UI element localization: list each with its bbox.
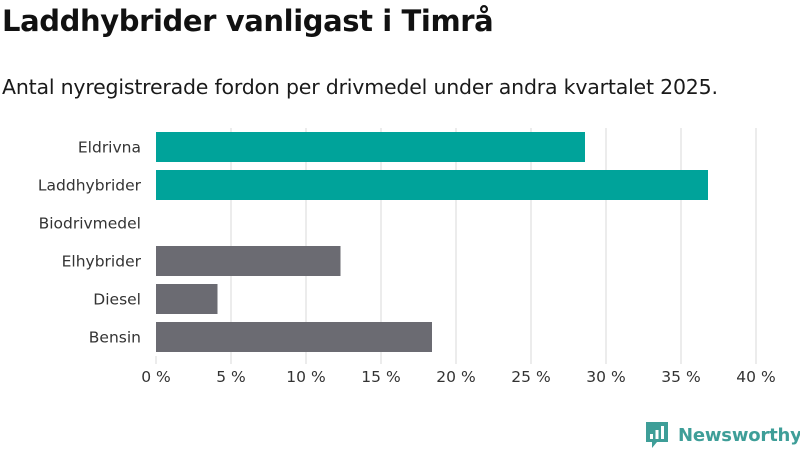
x-tick-label: 0 %	[141, 368, 171, 386]
bar	[156, 246, 341, 276]
bar	[156, 322, 432, 352]
brand-name: Newsworthy	[678, 424, 800, 446]
x-tick-label: 25 %	[511, 368, 550, 386]
bar	[156, 284, 218, 314]
bar	[156, 170, 708, 200]
x-tick-label: 30 %	[586, 368, 625, 386]
chart-subtitle: Antal nyregistrerade fordon per drivmede…	[2, 75, 718, 99]
brand-logo: Newsworthy	[644, 420, 800, 450]
bars	[156, 132, 708, 352]
bar	[156, 132, 585, 162]
category-label: Diesel	[93, 291, 141, 309]
newsworthy-logo-icon	[646, 422, 668, 448]
category-label: Biodrivmedel	[39, 215, 141, 233]
x-tick-label: 40 %	[736, 368, 775, 386]
x-tick-label: 15 %	[361, 368, 400, 386]
category-label: Laddhybrider	[38, 177, 142, 195]
x-tick-label: 10 %	[286, 368, 325, 386]
category-label: Eldrivna	[78, 139, 141, 157]
x-tick-label: 20 %	[436, 368, 475, 386]
x-tick-label: 35 %	[661, 368, 700, 386]
category-label: Bensin	[89, 329, 141, 347]
category-label: Elhybrider	[62, 253, 142, 271]
axes: 0 % 5 % 10 % 15 % 20 % 25 % 30 % 35 % 40 % Eldriv…	[38, 139, 776, 387]
x-tick-label: 5 %	[216, 368, 246, 386]
chart-title: Laddhybrider vanligast i Timrå	[2, 4, 494, 38]
